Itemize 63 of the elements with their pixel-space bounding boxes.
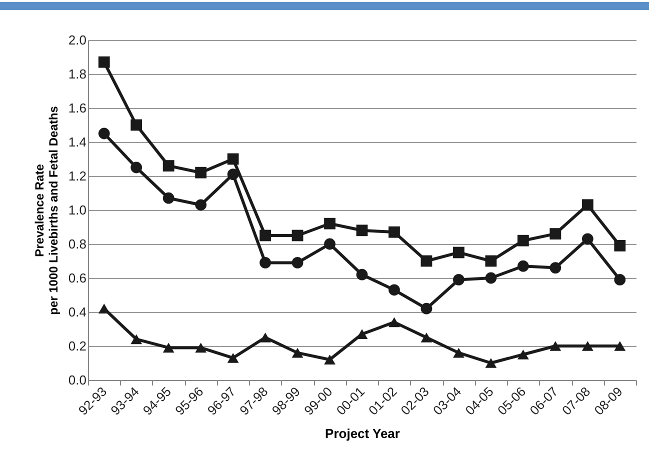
point	[356, 268, 368, 280]
y-tick-label: 1.6	[68, 100, 86, 116]
point	[485, 255, 497, 267]
point	[227, 168, 239, 180]
point	[356, 224, 368, 236]
point	[550, 262, 562, 274]
point	[420, 332, 432, 342]
point	[582, 233, 594, 245]
point	[582, 341, 594, 351]
y-tick-label: 0.0	[68, 372, 86, 388]
y-tick-label: 0.4	[68, 304, 86, 320]
y-tick-label: 0.2	[68, 338, 86, 354]
point	[98, 304, 110, 314]
point	[614, 341, 626, 351]
point	[292, 257, 304, 268]
point	[517, 260, 529, 272]
point	[98, 128, 110, 140]
point	[453, 348, 464, 358]
point	[162, 342, 174, 353]
point	[98, 56, 110, 68]
y-tick-label: 1.0	[68, 202, 86, 218]
point	[195, 199, 207, 211]
point	[195, 342, 207, 353]
point	[227, 352, 239, 363]
point	[388, 226, 400, 238]
point	[582, 199, 594, 211]
point	[324, 218, 336, 230]
y-tick-label: 0.6	[68, 270, 86, 286]
point	[195, 166, 207, 178]
y-tick-label: 1.4	[68, 134, 86, 150]
point	[260, 257, 271, 268]
point	[420, 255, 432, 267]
y-tick-label: 1.2	[68, 168, 86, 184]
point	[517, 234, 529, 246]
point	[453, 274, 464, 286]
point	[485, 272, 497, 284]
point	[130, 334, 142, 344]
point	[550, 228, 562, 240]
point	[550, 341, 562, 351]
y-tick-label: 1.8	[68, 66, 86, 82]
point	[324, 354, 336, 365]
point	[162, 160, 174, 172]
point	[388, 317, 400, 328]
point	[614, 240, 626, 252]
point	[162, 192, 174, 204]
x-axis-title: Project Year	[325, 426, 400, 441]
point	[292, 348, 304, 358]
point	[420, 302, 432, 314]
point	[324, 238, 336, 250]
y-tick-label: 2.0	[68, 32, 86, 48]
point	[485, 358, 497, 368]
point	[292, 230, 304, 242]
point	[227, 153, 239, 165]
point	[260, 332, 271, 342]
point	[517, 350, 529, 360]
point	[260, 230, 271, 242]
point	[453, 246, 464, 258]
point	[614, 274, 626, 286]
point	[130, 162, 142, 174]
y-tick-label: 0.8	[68, 236, 86, 252]
point	[388, 284, 400, 296]
point	[130, 119, 142, 131]
y-axis-title: Prevalence Rate per 1000 Livebirths and Fetal Deaths	[32, 106, 60, 315]
